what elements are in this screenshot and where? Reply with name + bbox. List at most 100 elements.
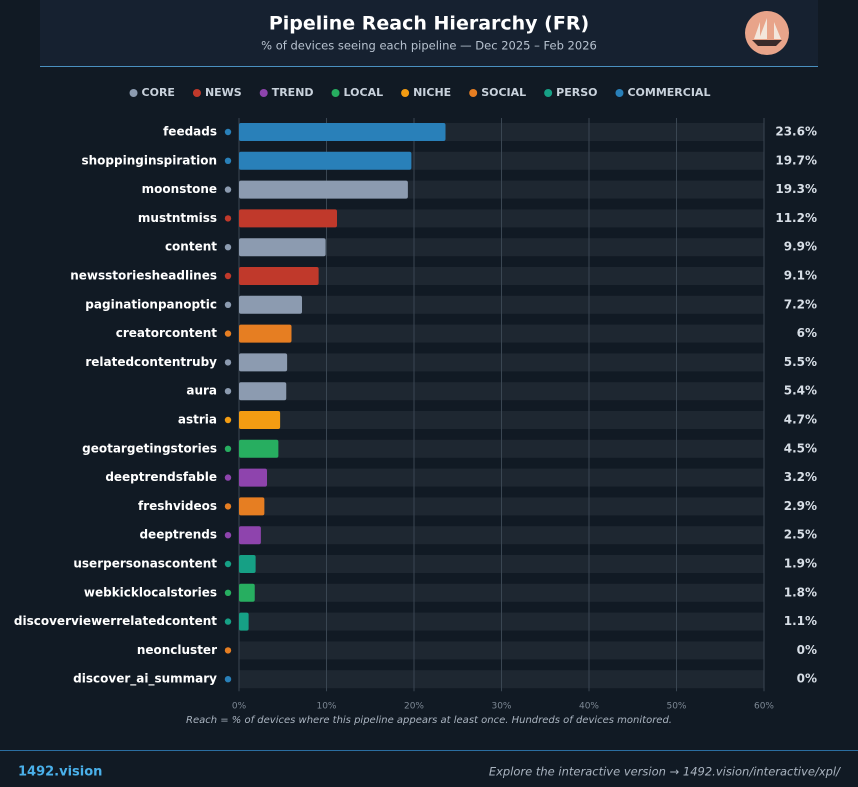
x-tick-label: 40% [579, 702, 599, 712]
x-tick-label: 50% [666, 702, 686, 712]
group-dot [224, 244, 232, 251]
value-label: 5.4% [784, 384, 817, 398]
value-label: 19.7% [775, 153, 817, 167]
group-dot [224, 676, 232, 683]
legend-marker [129, 89, 138, 97]
y-tick-label: deeptrends [139, 528, 217, 542]
bar [239, 583, 255, 602]
chart-subtitle: % of devices seeing each pipeline — Dec … [261, 39, 597, 53]
chart-title: Pipeline Reach Hierarchy (FR) [269, 13, 589, 35]
bar [239, 238, 326, 257]
header-panel [40, 0, 818, 66]
group-dot [224, 157, 232, 164]
y-tick-label: newsstoriesheadlines [70, 269, 217, 283]
y-tick-label: content [165, 240, 217, 254]
value-label: 7.2% [784, 297, 817, 311]
value-label: 4.7% [784, 413, 817, 427]
legend-marker [544, 89, 553, 97]
bar [239, 123, 446, 141]
legend-label: SOCIAL [481, 86, 526, 99]
y-tick-label: shoppinginspiration [81, 153, 217, 167]
legend-marker [192, 89, 201, 97]
y-tick-label: webkicklocalstories [84, 585, 217, 599]
legend-marker [469, 89, 478, 97]
x-tick-label: 60% [754, 702, 774, 712]
value-label: 0% [797, 643, 817, 657]
group-dot [224, 647, 232, 654]
group-dot [224, 215, 232, 222]
value-label: 9.9% [784, 240, 817, 254]
group-dot [224, 416, 232, 424]
x-tick-label: 10% [316, 702, 336, 712]
y-tick-label: freshvideos [138, 499, 217, 513]
group-dot [224, 445, 232, 452]
value-label: 9.1% [784, 269, 817, 283]
group-dot [224, 532, 232, 539]
footer-brand: 1492.vision [18, 765, 102, 780]
legend-label: PERSO [556, 86, 597, 99]
y-tick-label: relatedcontentruby [85, 355, 217, 369]
group-dot [224, 589, 232, 596]
bar [239, 612, 249, 631]
bar [239, 151, 412, 170]
group-dot [224, 330, 232, 337]
bar [239, 382, 287, 401]
legend-marker [615, 89, 624, 97]
y-tick-label: deeptrendsfable [105, 470, 217, 484]
group-dot [224, 301, 232, 308]
y-tick-label: mustntmiss [138, 211, 217, 225]
bar [239, 324, 292, 343]
value-label: 4.5% [784, 441, 817, 455]
value-label: 2.9% [784, 499, 817, 513]
value-label: 2.5% [784, 528, 817, 542]
bar [239, 439, 279, 458]
value-label: 1.9% [784, 557, 817, 571]
y-tick-label: aura [186, 384, 217, 398]
x-tick-label: 0% [232, 702, 247, 712]
y-tick-label: geotargetingstories [82, 441, 217, 455]
group-dot [224, 388, 232, 395]
legend-label: LOCAL [344, 86, 384, 99]
bar [239, 267, 319, 285]
legend-label: CORE [142, 86, 175, 99]
y-tick-label: creatorcontent [116, 326, 217, 340]
y-tick-label: astria [178, 413, 217, 427]
y-tick-label: discoverviewerrelatedcontent [14, 614, 217, 628]
bar [239, 497, 265, 516]
y-tick-label: discover_ai_summary [73, 672, 217, 687]
x-tick-label: 30% [491, 702, 511, 712]
group-dot [224, 560, 232, 568]
group-dot [224, 272, 232, 280]
y-tick-label: feedads [163, 125, 217, 139]
y-tick-label: userpersonascontent [73, 557, 217, 571]
legend-marker [401, 89, 410, 97]
value-label: 11.2% [775, 211, 817, 225]
y-tick-label: paginationpanoptic [85, 297, 217, 311]
note: Reach = % of devices where this pipeline… [186, 715, 672, 726]
y-tick-label: moonstone [142, 182, 217, 196]
value-label: 1.8% [784, 585, 817, 599]
bar [239, 295, 302, 314]
logo [745, 11, 789, 55]
bar [239, 180, 408, 199]
value-label: 6% [797, 326, 817, 340]
group-dot [224, 474, 232, 481]
value-label: 19.3% [775, 182, 817, 196]
value-label: 3.2% [784, 470, 817, 484]
group-dot [224, 186, 232, 193]
x-tick-label: 20% [404, 702, 424, 712]
group-dot [224, 618, 232, 625]
bar [239, 353, 288, 372]
legend-marker [331, 89, 340, 97]
legend-label: NICHE [413, 86, 451, 99]
value-label: 0% [797, 672, 817, 686]
footer-link: Explore the interactive version → 1492.v… [489, 765, 841, 779]
value-label: 1.1% [784, 614, 817, 628]
legend-label: COMMERCIAL [627, 86, 710, 99]
group-dot [224, 503, 232, 510]
group-dot [224, 359, 232, 366]
legend-marker [259, 89, 268, 97]
legend-label: NEWS [205, 86, 242, 99]
y-tick-label: neoncluster [137, 643, 217, 657]
